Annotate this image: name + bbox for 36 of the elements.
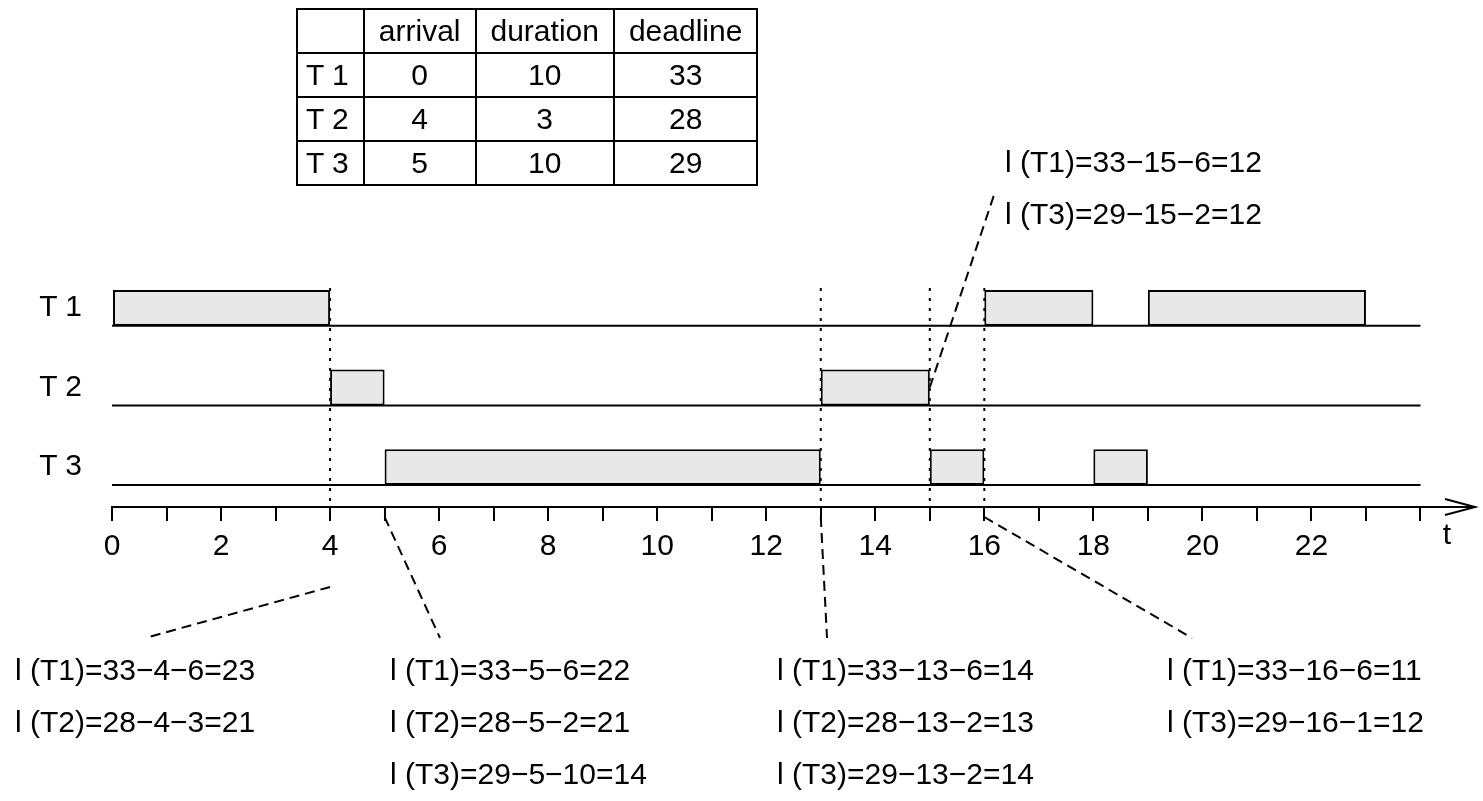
x-tick-label: 0 [103,528,121,562]
x-tick-label: 6 [430,528,448,562]
x-tick-label: 2 [212,528,230,562]
annotation: l (T1)=33−15−6=12 l (T3)=29−15−2=12 [1005,145,1262,230]
text: 10 [475,141,614,185]
x-tick-label: 22 [1294,528,1329,562]
text: 4 [363,97,476,141]
text: 10 [475,53,614,97]
x-tick-label: 16 [967,528,1002,562]
text: arrival [363,9,476,53]
text: duration [475,9,614,53]
text: 33 [613,53,758,97]
x-tick-label: 18 [1076,528,1111,562]
x-axis-title: t [1442,517,1452,551]
text: T 3 [297,141,364,185]
text: l (T1)=33−4−6=23 l (T2)=28−4−3=21 [15,653,256,738]
x-tick-label: 4 [321,528,339,562]
text: T 1 [297,53,364,97]
text: T 2 [297,97,364,141]
text: 0 [363,53,476,97]
text: deadline [613,9,758,53]
text: l (T1)=33−5−6=22 l (T2)=28−5−2=21 l (T3)=29−5−10=14 [390,653,647,790]
y-tick-label: T 3 [39,448,82,482]
text: 28 [613,97,758,141]
text: 3 [475,97,614,141]
y-tick-label: T 2 [39,368,82,402]
y-tick-label: T 1 [39,289,82,323]
text: l (T1)=33−13−6=14 l (T2)=28−13−2=13 l (T3)=29−13−2=14 [777,653,1034,790]
x-tick-label: 8 [539,528,557,562]
x-tick-label: 14 [858,528,892,562]
text: 5 [363,141,476,185]
text: l (T1)=33−16−6=11 l (T3)=29−16−1=12 [1167,653,1424,738]
x-tick-label: 10 [640,528,674,562]
x-tick-label: 12 [749,528,783,562]
text: 29 [613,141,758,185]
x-tick-label: 20 [1185,528,1220,562]
